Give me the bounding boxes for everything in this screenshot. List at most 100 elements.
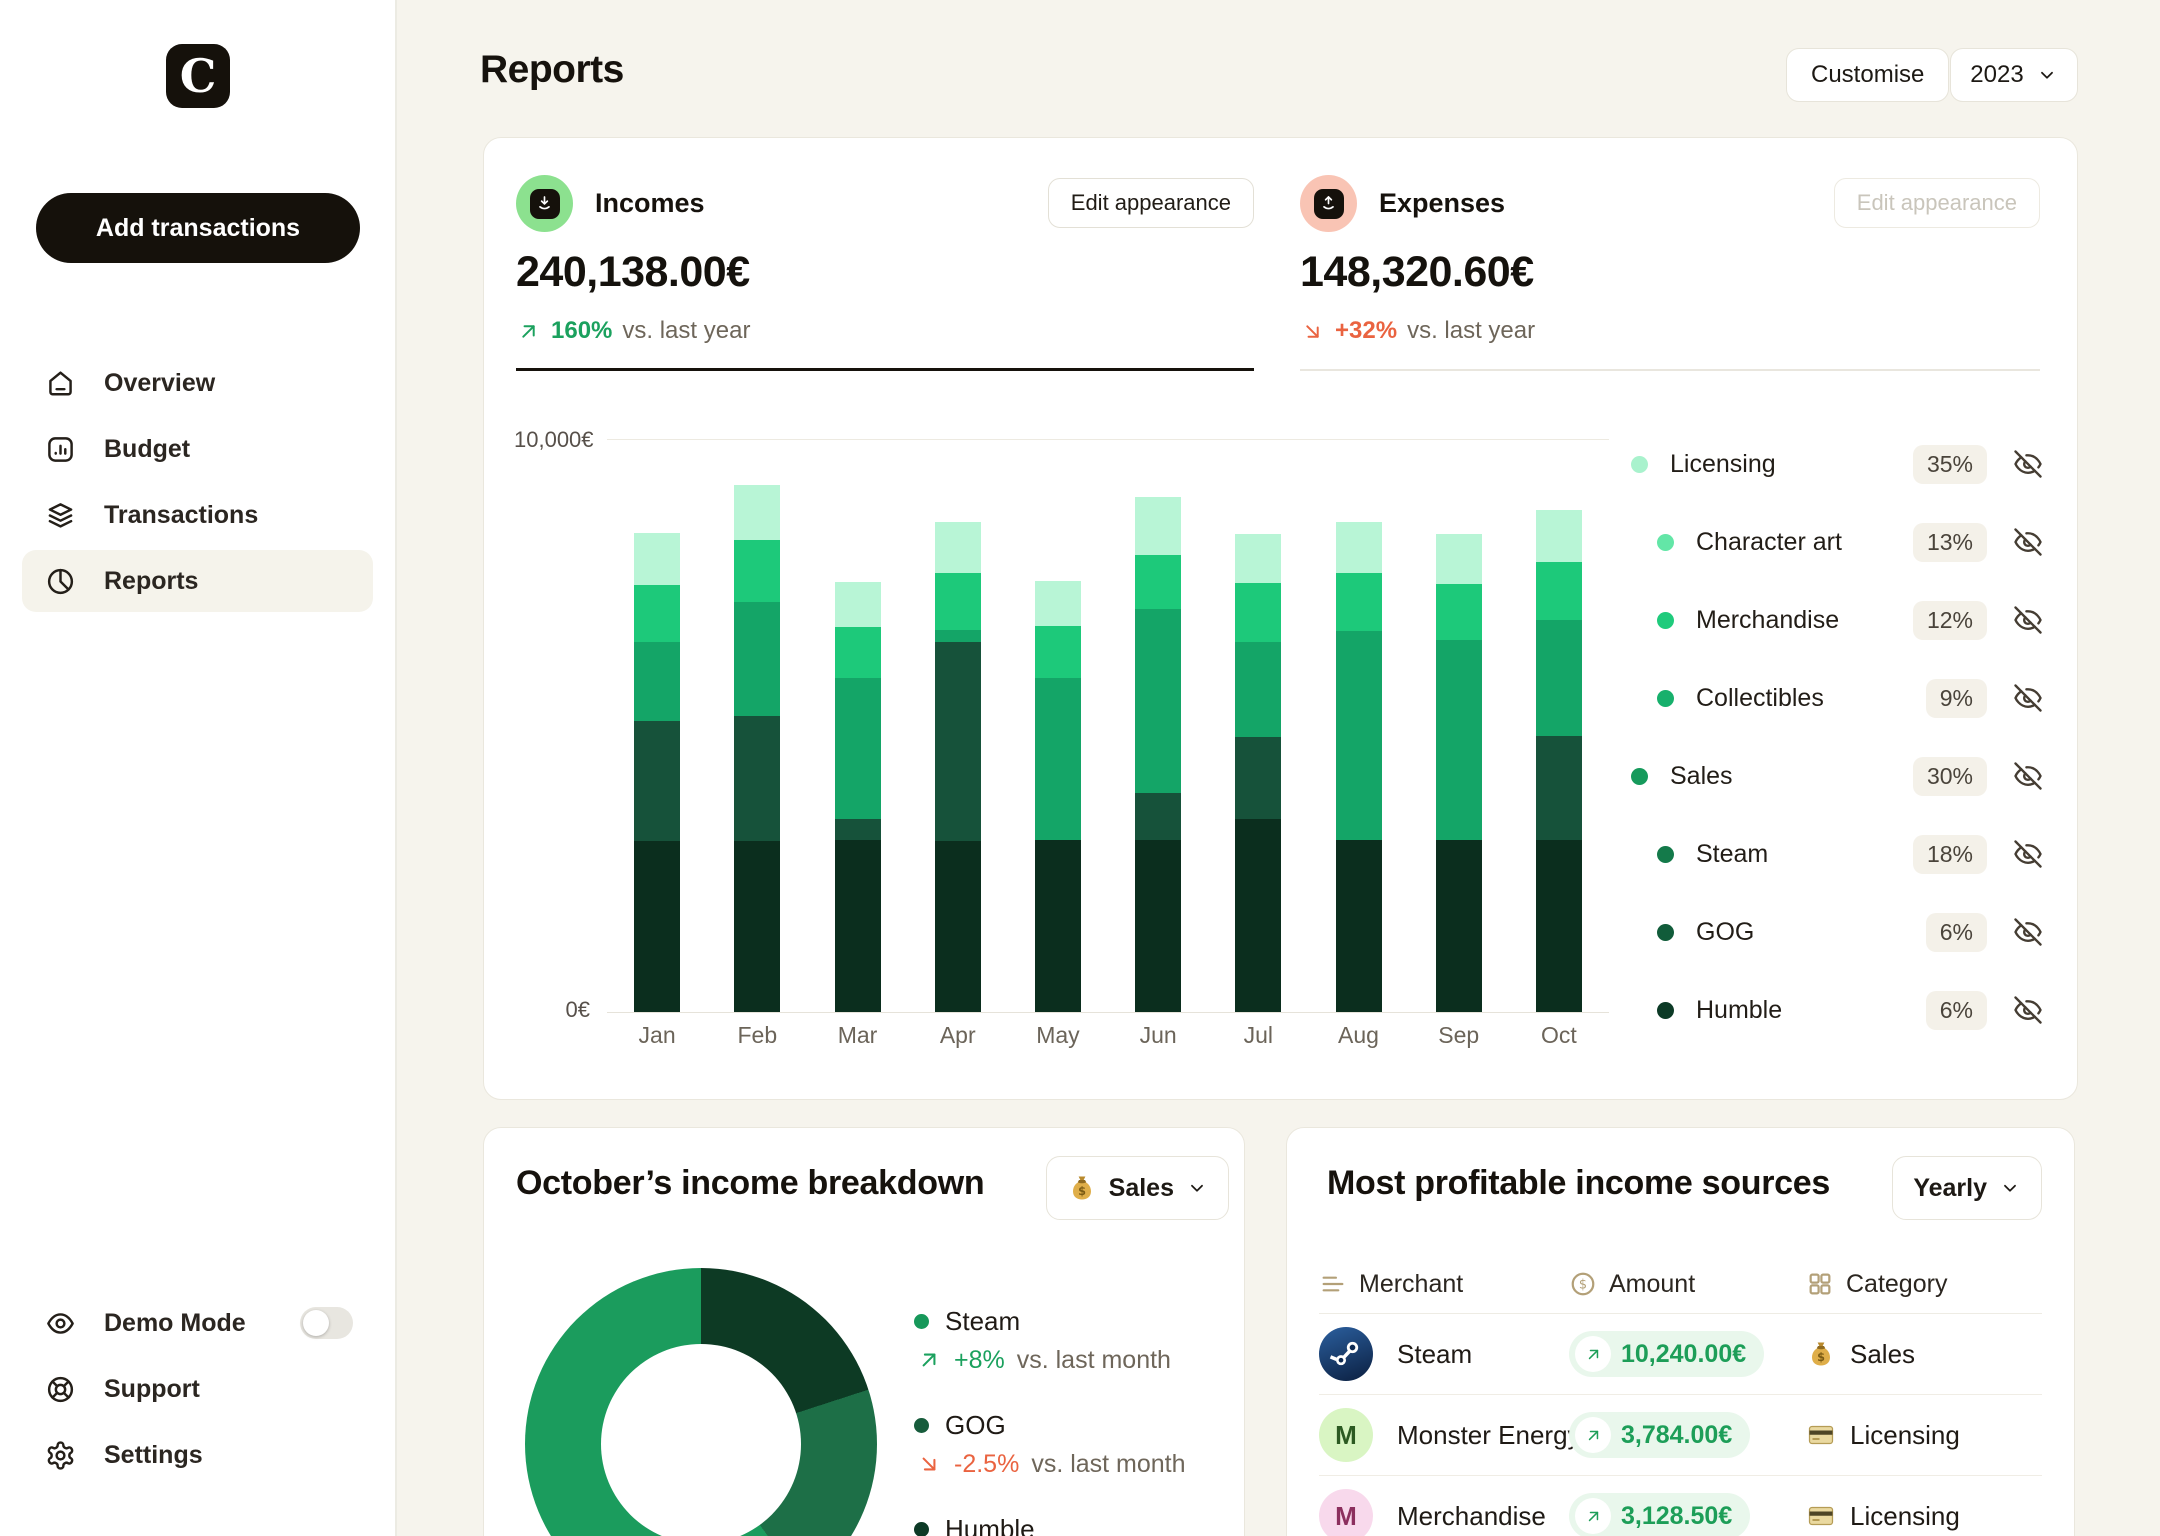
breakdown-item-name-row: Humble: [914, 1512, 1186, 1536]
incomes-expenses-card: Incomes Edit appearance 240,138.00€ 160% vs.…: [483, 137, 2078, 1100]
legend-percentage-badge: 30%: [1912, 756, 1987, 796]
demo-mode-toggle[interactable]: [300, 1307, 353, 1339]
breakdown-delta-row: +8% vs. last month: [914, 1338, 1186, 1382]
legend-dot: [1657, 689, 1674, 707]
legend-dot: [1657, 923, 1674, 941]
x-axis-label: Mar: [837, 1022, 878, 1048]
edit-appearance-button[interactable]: Edit appearance: [1047, 178, 1254, 228]
sidebar-item-settings[interactable]: Settings: [22, 1424, 373, 1486]
expenses-summary-tab[interactable]: Expenses Edit appearance 148,320.60€ +32% vs…: [1300, 175, 2040, 344]
summary-delta-row: +32% vs. last year: [1300, 317, 1535, 345]
sidebar-item-budget[interactable]: Budget: [22, 418, 373, 480]
sidebar-item-label: Settings: [104, 1440, 203, 1469]
bar-segment-band-2-dark: [834, 819, 881, 840]
legend-row-humble: Humble 6%: [1631, 971, 2043, 1049]
bar-segment-band-4-bright: [1535, 561, 1582, 621]
customise-button[interactable]: Customise: [1786, 48, 1950, 102]
legend-row-licensing: Licensing 35%: [1631, 425, 2043, 503]
active-tab-indicator: [516, 368, 1254, 371]
bar-aug[interactable]: [1308, 440, 1408, 1012]
svg-text:$: $: [1579, 1278, 1587, 1293]
summary-value: 148,320.60€: [1300, 248, 1534, 296]
bar-stack: [1535, 510, 1582, 1012]
category-label: Sales: [1850, 1338, 1916, 1369]
year-dropdown[interactable]: 2023: [1950, 48, 2078, 102]
sources-title: Most profitable income sources: [1327, 1164, 1830, 1202]
period-label: Yearly: [1913, 1173, 1987, 1202]
breakdown-filter-dropdown[interactable]: $ Sales: [1045, 1156, 1229, 1220]
bar-may[interactable]: [1008, 440, 1108, 1012]
legend-dot: [1657, 611, 1674, 629]
bar-stack: [934, 521, 981, 1012]
breakdown-delta-row: -2.5% vs. last month: [914, 1442, 1186, 1486]
bar-segment-band-2-dark: [934, 641, 981, 841]
bar-jan[interactable]: [607, 440, 707, 1012]
legend-row-merchandise: Merchandise 12%: [1631, 581, 2043, 659]
breakdown-item-name-row: GOG: [914, 1408, 1186, 1442]
bar-sep[interactable]: [1409, 440, 1509, 1012]
sidebar-item-label: Reports: [104, 566, 199, 595]
sidebar-item-demo-mode[interactable]: Demo Mode: [22, 1292, 373, 1354]
table-row-steam[interactable]: Steam 10,240.00€ $ Sales: [1319, 1314, 2042, 1395]
eye-off-icon[interactable]: [2013, 917, 2043, 947]
table-row-monster-energy[interactable]: M Monster Energy 3,784.00€ Licensing: [1319, 1395, 2042, 1476]
sidebar-item-support[interactable]: Support: [22, 1358, 373, 1420]
legend-label: Humble: [1696, 995, 1783, 1024]
legend-label: Character art: [1696, 527, 1842, 556]
year-value: 2023: [1970, 61, 2024, 88]
sidebar-item-transactions[interactable]: Transactions: [22, 484, 373, 546]
bar-segment-band-4-bright: [1435, 583, 1482, 641]
arrow-up-right-icon: [916, 1347, 942, 1373]
eye-off-icon[interactable]: [2013, 449, 2043, 479]
bar-feb[interactable]: [707, 440, 807, 1012]
legend-dot: [1657, 845, 1674, 863]
arrow-down-right-icon: [1300, 319, 1325, 344]
breakdown-item-label: Steam: [945, 1305, 1021, 1336]
sidebar-item-overview[interactable]: Overview: [22, 352, 373, 414]
bar-mar[interactable]: [807, 440, 907, 1012]
x-axis-label: Aug: [1338, 1022, 1379, 1048]
toggle-knob: [303, 1310, 329, 1336]
bar-apr[interactable]: [908, 440, 1008, 1012]
bar-segment-band-1-darkest: [934, 841, 981, 1012]
sidebar-item-label: Budget: [104, 434, 191, 463]
eye-off-icon[interactable]: [2013, 839, 2043, 869]
eye-off-icon[interactable]: [2013, 995, 2043, 1025]
amount-cell: 3,784.00€: [1569, 1412, 1751, 1458]
bar-oct[interactable]: [1509, 440, 1609, 1012]
bar-segment-band-4-bright: [1335, 572, 1382, 631]
arrow-down-right-icon: [916, 1451, 942, 1477]
breakdown-item-steam: Steam +8% vs. last month: [914, 1304, 1186, 1382]
merchant-avatar: M: [1319, 1489, 1373, 1536]
bar-segment-band-1-darkest: [1435, 839, 1482, 1012]
eye-off-icon[interactable]: [2013, 683, 2043, 713]
legend-percentage-badge: 13%: [1912, 522, 1987, 562]
sidebar-item-reports[interactable]: Reports: [22, 550, 373, 612]
delta-value: -2.5%: [954, 1449, 1020, 1478]
eye-off-icon[interactable]: [2013, 605, 2043, 635]
money-bag-icon: $: [1806, 1339, 1836, 1369]
chevron-down-icon: [2036, 64, 2058, 86]
period-dropdown[interactable]: Yearly: [1892, 1156, 2042, 1220]
bar-segment-band-2-dark: [1235, 737, 1282, 820]
sidebar: C Add transactions Overview Budget Transac…: [0, 0, 397, 1536]
bar-segment-band-4-bright: [934, 573, 981, 631]
bar-segment-band-3-medium: [1034, 678, 1081, 840]
eye-off-icon[interactable]: [2013, 761, 2043, 791]
bar-segment-band-3-medium: [1235, 641, 1282, 738]
eye-off-icon[interactable]: [2013, 527, 2043, 557]
legend-label: GOG: [1696, 917, 1755, 946]
money-bag-icon: $: [1067, 1173, 1097, 1203]
bar-segment-band-1-darkest: [634, 841, 681, 1012]
bar-jul[interactable]: [1208, 440, 1308, 1012]
bar-jun[interactable]: [1108, 440, 1208, 1012]
bar-segment-band-1-darkest: [1535, 839, 1582, 1012]
add-transactions-button[interactable]: Add transactions: [36, 193, 360, 263]
legend-percentage-badge: 6%: [1925, 990, 1987, 1030]
table-row-merchandise[interactable]: M Merchandise 3,128.50€ Licensing: [1319, 1476, 2042, 1536]
legend-percentage-badge: 35%: [1912, 444, 1987, 484]
incomes-summary-tab[interactable]: Incomes Edit appearance 240,138.00€ 160% vs.…: [516, 175, 1254, 344]
bar-segment-band-5-pale: [634, 533, 681, 585]
amount-value: 3,784.00€: [1621, 1420, 1733, 1449]
income-sources-card: Most profitable income sources Yearly Me…: [1286, 1127, 2075, 1536]
